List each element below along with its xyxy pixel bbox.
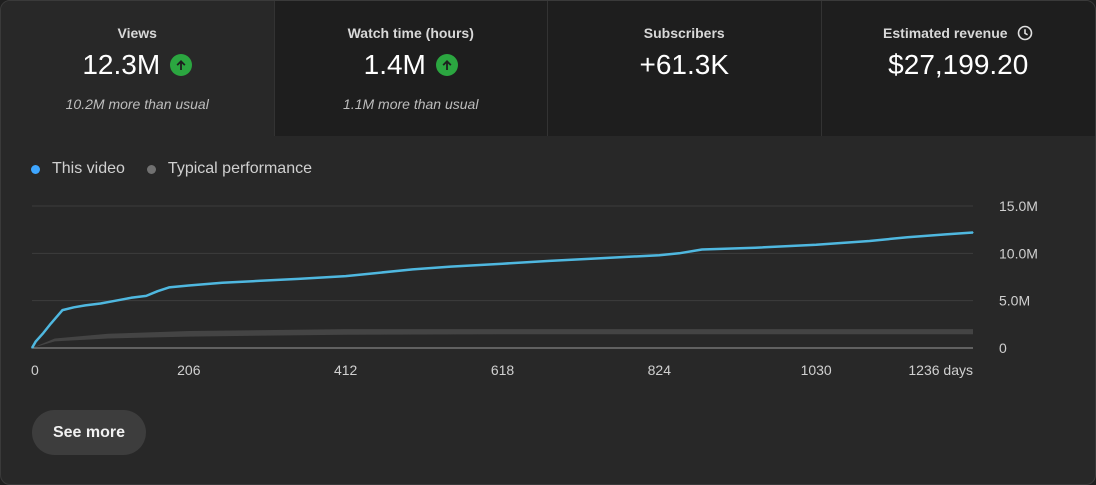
x-tick-label: 206 xyxy=(177,362,201,378)
legend-item-typical: Typical performance xyxy=(146,160,312,178)
this-video-point xyxy=(157,290,159,292)
this-video-point xyxy=(549,260,551,262)
this-video-point xyxy=(345,275,347,277)
this-video-point xyxy=(188,284,190,287)
metric-tab-views[interactable]: Views 12.3M 10.2M more than usual xyxy=(1,1,275,136)
this-video-point xyxy=(754,247,756,249)
this-video-point xyxy=(297,278,300,280)
see-more-button[interactable]: See more xyxy=(32,410,146,455)
typical-performance-band xyxy=(32,329,973,348)
x-tick-label: 824 xyxy=(648,362,672,378)
metric-tab-subscribers[interactable]: Subscribers +61.3K xyxy=(548,1,822,136)
x-tick-label: 618 xyxy=(491,362,515,378)
metric-label: Watch time (hours) xyxy=(347,25,474,41)
this-video-point xyxy=(945,233,947,235)
this-video-point xyxy=(374,272,376,274)
metric-value: 1.4M xyxy=(363,49,426,80)
legend-label: Typical performance xyxy=(167,160,312,177)
legend-dot-icon xyxy=(146,164,156,174)
this-video-point xyxy=(972,231,974,234)
this-video-point xyxy=(50,322,52,324)
metric-note: 1.1M more than usual xyxy=(343,96,479,112)
this-video-point xyxy=(868,240,871,242)
this-video-point xyxy=(412,268,414,270)
y-tick-label: 10.0M xyxy=(999,245,1038,261)
y-tick-label: 5.0M xyxy=(999,293,1030,309)
this-video-point xyxy=(31,347,33,349)
x-tick-label: 412 xyxy=(334,362,358,378)
x-tick-label: 1236 days xyxy=(908,362,973,378)
this-video-point xyxy=(221,282,223,284)
x-tick-label: 0 xyxy=(31,362,39,378)
metric-note: 10.2M more than usual xyxy=(65,96,209,112)
chart-legend: This video Typical performance xyxy=(31,160,312,178)
metric-label: Views xyxy=(117,25,157,41)
this-video-point xyxy=(99,302,102,305)
metric-label: Subscribers xyxy=(643,25,725,41)
arrow-up-icon xyxy=(170,54,193,76)
this-video-point xyxy=(259,280,261,282)
metric-value: $27,199.20 xyxy=(888,49,1029,80)
metrics-row: Views 12.3M 10.2M more than usual Watch … xyxy=(1,1,1095,136)
clock-icon[interactable] xyxy=(1017,25,1033,41)
this-video-point xyxy=(115,300,117,302)
x-tick-label: 1030 xyxy=(801,362,832,378)
this-video-point xyxy=(61,309,64,311)
metric-value: +61.3K xyxy=(639,49,730,80)
views-line-chart: 15.0M 10.0M 5.0M 0 0 206 412 618 824 1030 1236 day… xyxy=(30,198,1038,378)
arrow-up-icon xyxy=(435,54,458,76)
y-tick-label: 15.0M xyxy=(999,198,1038,214)
this-video-point xyxy=(84,304,86,306)
y-tick-label: 0 xyxy=(999,340,1007,356)
metric-tab-watch-time[interactable]: Watch time (hours) 1.4M 1.1M more than u… xyxy=(274,1,548,136)
legend-dot-icon xyxy=(31,164,40,174)
this-video-point xyxy=(906,236,909,238)
this-video-point xyxy=(168,286,170,288)
this-video-point xyxy=(35,340,37,342)
this-video-point xyxy=(701,248,703,251)
this-video-point xyxy=(73,306,75,308)
metric-value: 12.3M xyxy=(82,49,161,80)
legend-item-this-video: This video xyxy=(31,160,125,178)
metric-label: Estimated revenue xyxy=(883,25,1008,41)
this-video-point xyxy=(602,257,604,259)
this-video-point xyxy=(815,244,817,246)
this-video-point xyxy=(145,295,147,297)
legend-label: This video xyxy=(52,160,125,177)
this-video-point xyxy=(501,263,504,265)
metric-tab-revenue[interactable]: Estimated revenue $27,199.20 xyxy=(821,1,1095,136)
this-video-point xyxy=(658,254,660,256)
this-video-point xyxy=(130,297,132,299)
this-video-point xyxy=(450,266,452,268)
this-video-point xyxy=(678,252,680,254)
this-video-point xyxy=(42,332,45,334)
